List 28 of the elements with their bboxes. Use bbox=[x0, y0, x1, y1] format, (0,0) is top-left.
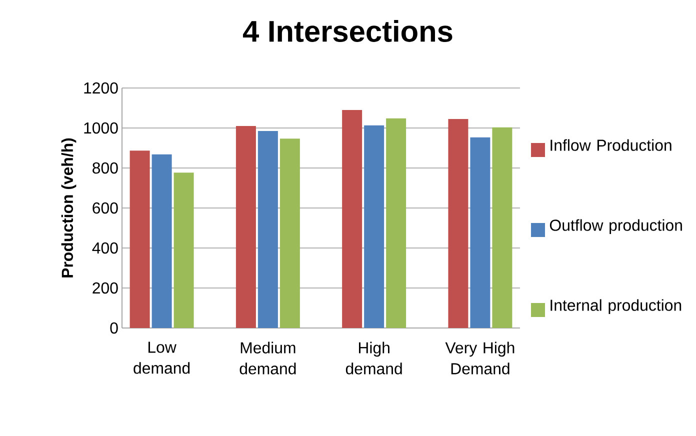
bar bbox=[364, 125, 384, 328]
y-tick-label: 1000 bbox=[84, 122, 118, 134]
x-tick-label: Low demand bbox=[134, 342, 190, 374]
x-tick-label: High demand bbox=[346, 342, 402, 374]
legend-label: Outflow production bbox=[550, 219, 682, 234]
bar bbox=[386, 118, 406, 328]
bar bbox=[130, 150, 150, 328]
y-tick-label: 200 bbox=[92, 282, 118, 294]
bar bbox=[492, 127, 512, 328]
y-tick-label: 0 bbox=[110, 322, 118, 334]
bar bbox=[152, 154, 172, 328]
x-tick-label: Very High Demand bbox=[445, 342, 514, 374]
bar bbox=[258, 130, 278, 328]
legend-label: Internal production bbox=[550, 299, 682, 314]
y-tick-label: 400 bbox=[92, 242, 118, 254]
x-tick-label: Medium demand bbox=[240, 342, 296, 374]
bar bbox=[280, 138, 300, 328]
y-tick-label: 600 bbox=[92, 202, 118, 214]
y-tick-label: 1200 bbox=[84, 82, 118, 94]
bar bbox=[342, 110, 362, 328]
bar bbox=[470, 137, 490, 328]
bar bbox=[174, 172, 194, 328]
chart-title: 4 Intersections bbox=[242, 20, 452, 42]
bar bbox=[236, 126, 256, 328]
bar bbox=[448, 118, 468, 328]
y-axis-title: Production (veh/h) bbox=[61, 138, 76, 278]
y-tick-label: 800 bbox=[92, 162, 118, 174]
legend-label: Inflow Production bbox=[550, 139, 672, 151]
